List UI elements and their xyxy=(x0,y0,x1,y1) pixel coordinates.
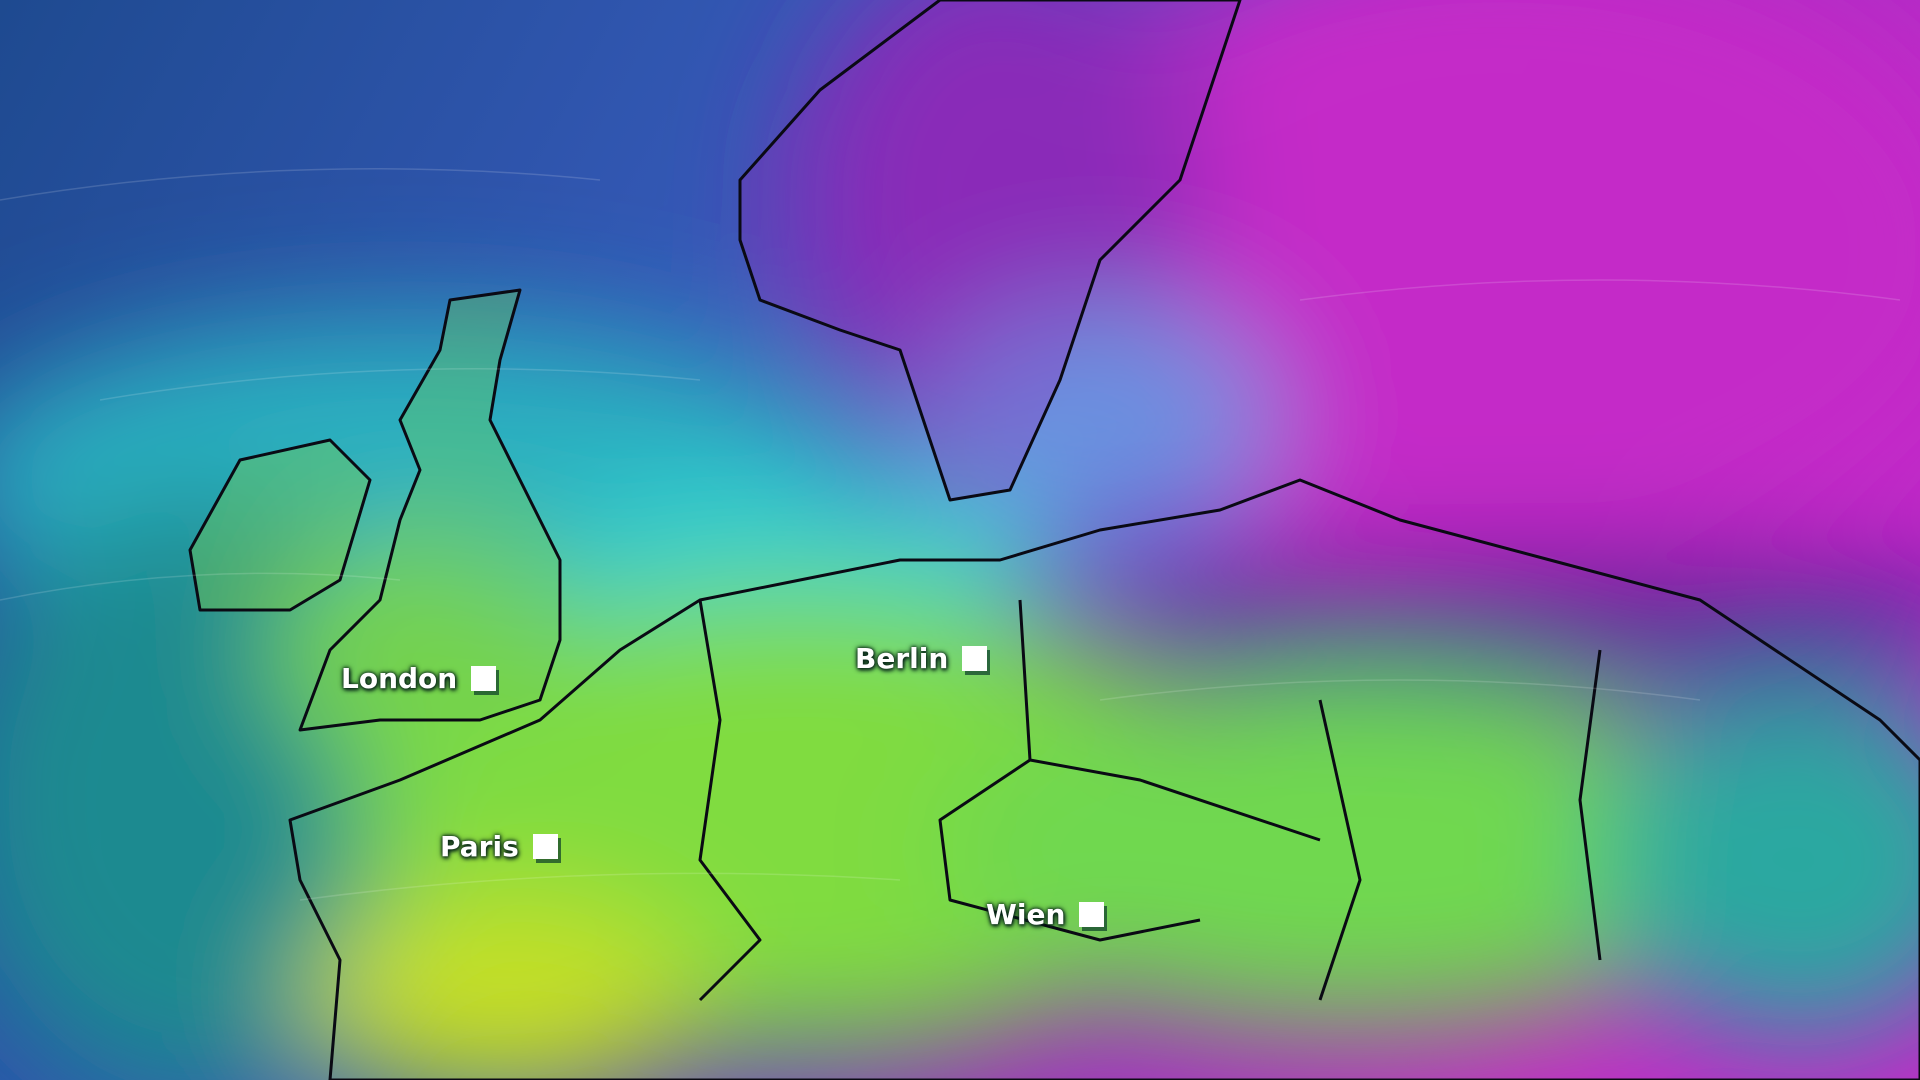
city-label: Berlin xyxy=(855,642,949,675)
ireland-outline xyxy=(188,438,372,612)
city-marker-icon xyxy=(532,834,558,859)
city-marker-icon xyxy=(962,646,988,671)
city-paris[interactable]: Paris xyxy=(440,830,558,863)
wind-streamlines xyxy=(0,168,1901,901)
coastlines xyxy=(188,0,1920,1080)
city-marker-icon xyxy=(471,666,497,691)
city-london[interactable]: London xyxy=(341,662,497,695)
city-marker-icon xyxy=(1079,902,1105,927)
country-borders xyxy=(698,599,1602,1002)
city-wien[interactable]: Wien xyxy=(986,898,1105,931)
continent-outline xyxy=(288,478,1920,1080)
city-berlin[interactable]: Berlin xyxy=(855,642,988,675)
scandinavia-outline xyxy=(738,0,1242,502)
city-label: Paris xyxy=(440,830,519,863)
city-label: Wien xyxy=(986,898,1066,931)
city-label: London xyxy=(341,662,458,695)
great-britain-outline xyxy=(298,288,562,732)
